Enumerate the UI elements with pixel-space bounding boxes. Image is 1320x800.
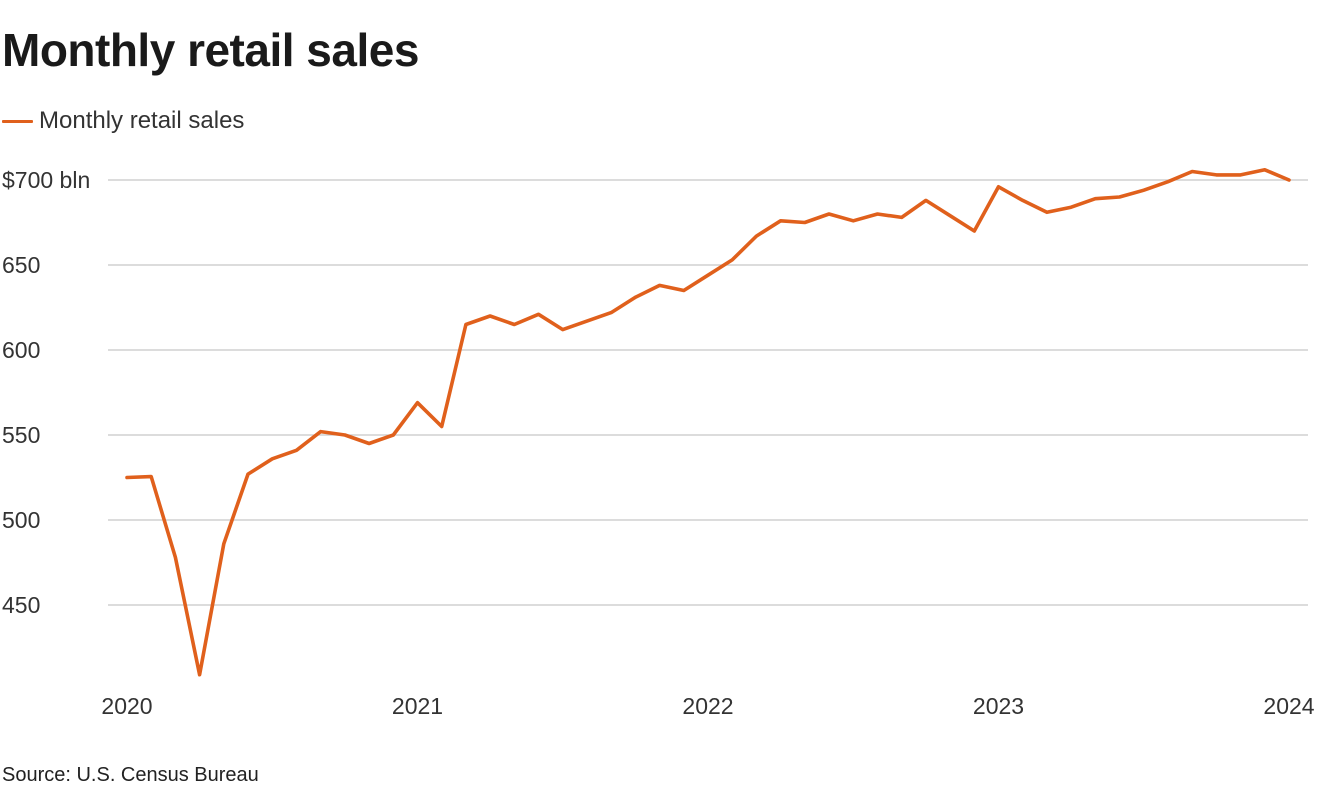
x-tick-label: 2024 <box>1263 693 1314 719</box>
line-chart: 450 500 550 600 650 $700 bln 2020 2021 2022 2023 2… <box>2 167 1315 719</box>
y-tick-label: 500 <box>2 507 40 533</box>
y-tick-label: 450 <box>2 592 40 618</box>
legend-label: Monthly retail sales <box>39 107 245 134</box>
x-tick-label: 2020 <box>101 693 152 719</box>
x-tick-label: 2021 <box>392 693 443 719</box>
chart-title: Monthly retail sales <box>2 24 419 76</box>
y-tick-label: 650 <box>2 252 40 278</box>
y-tick-label: 550 <box>2 422 40 448</box>
y-tick-label: $700 bln <box>2 167 90 193</box>
series-line-monthly-retail-sales <box>125 168 1291 677</box>
x-tick-label: 2022 <box>682 693 733 719</box>
y-tick-label: 600 <box>2 337 40 363</box>
legend: Monthly retail sales <box>2 104 244 138</box>
x-tick-label: 2023 <box>973 693 1024 719</box>
source-note: Source: U.S. Census Bureau <box>2 764 259 786</box>
legend-swatch <box>2 119 33 123</box>
